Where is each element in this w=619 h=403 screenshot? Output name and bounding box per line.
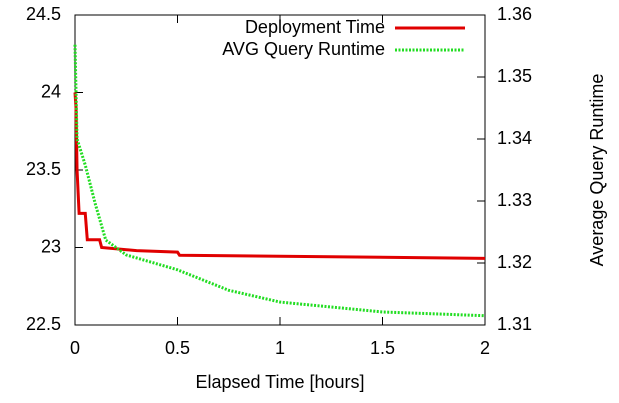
y2-tick-label: 1.33 bbox=[497, 190, 532, 210]
y2-tick-label: 1.31 bbox=[497, 314, 532, 334]
x-axis-label: Elapsed Time [hours] bbox=[195, 372, 364, 392]
y2-axis-label: Average Query Runtime bbox=[587, 74, 607, 267]
x-tick-label: 1.5 bbox=[370, 338, 395, 358]
x-tick-label: 0.5 bbox=[165, 338, 190, 358]
y-tick-label: 23.5 bbox=[26, 159, 61, 179]
y-tick-label: 24 bbox=[41, 81, 61, 101]
legend-label: AVG Query Runtime bbox=[222, 39, 385, 59]
legend-label: Deployment Time bbox=[245, 17, 385, 37]
y2-tick-label: 1.34 bbox=[497, 128, 532, 148]
y2-tick-label: 1.32 bbox=[497, 252, 532, 272]
x-tick-label: 0 bbox=[70, 338, 80, 358]
y-tick-label: 23 bbox=[41, 236, 61, 256]
x-tick-label: 1 bbox=[275, 338, 285, 358]
plot-frame bbox=[74, 14, 486, 326]
data-line bbox=[73, 92, 486, 260]
x-tick-label: 2 bbox=[480, 338, 490, 358]
data-line bbox=[73, 44, 486, 318]
y-tick-label: 24.5 bbox=[26, 4, 61, 24]
y-tick-label: 22.5 bbox=[26, 314, 61, 334]
y2-tick-label: 1.35 bbox=[497, 66, 532, 86]
y2-tick-label: 1.36 bbox=[497, 4, 532, 24]
